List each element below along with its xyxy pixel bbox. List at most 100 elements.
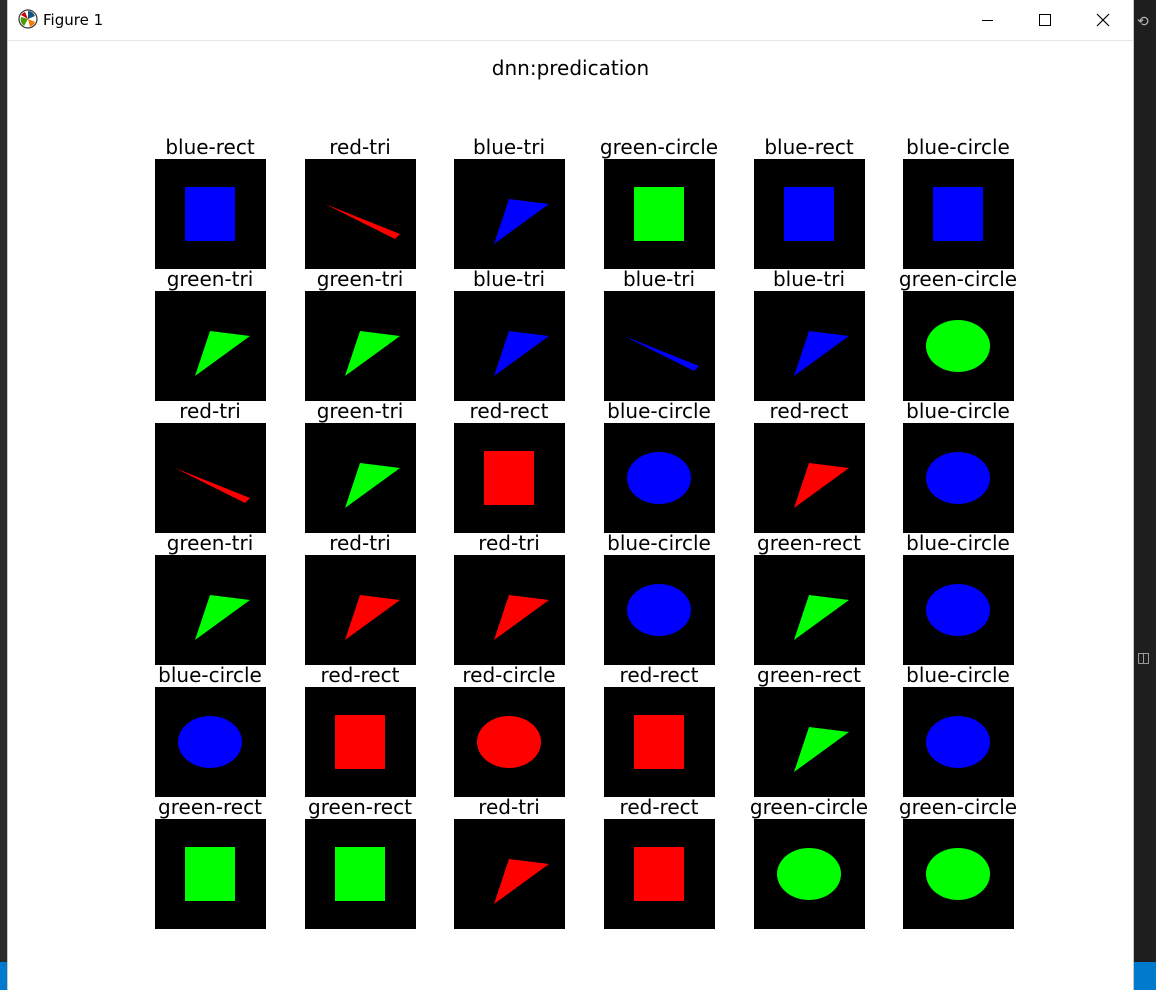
source-control-icon: ⟲ bbox=[1137, 14, 1149, 30]
shape-tri bbox=[195, 331, 250, 376]
shape-rect bbox=[634, 715, 684, 769]
shape-ellipse bbox=[477, 716, 541, 768]
close-icon bbox=[1096, 13, 1110, 27]
subplot-title: red-tri bbox=[478, 531, 540, 555]
shape-tri bbox=[345, 331, 400, 376]
subplot-image bbox=[305, 291, 416, 401]
maximize-button[interactable] bbox=[1016, 0, 1074, 40]
maximize-icon bbox=[1039, 14, 1051, 26]
subplot-title: blue-circle bbox=[906, 135, 1010, 159]
subplot-title: blue-circle bbox=[158, 663, 262, 687]
subplot-image bbox=[903, 291, 1014, 401]
figure-canvas: dnn:predication blue-rect red-tri blue-tri… bbox=[8, 41, 1133, 990]
subplot-image bbox=[604, 555, 715, 665]
subplot-title: red-tri bbox=[329, 135, 391, 159]
subplot-title: blue-tri bbox=[622, 267, 696, 291]
shape-tri bbox=[345, 463, 400, 508]
subplot-image bbox=[454, 555, 565, 665]
shape-rect bbox=[185, 187, 235, 241]
subplot-image bbox=[454, 291, 565, 401]
background-editor-left bbox=[0, 0, 8, 990]
subplot-image bbox=[903, 819, 1014, 929]
shape-tri bbox=[494, 595, 549, 640]
shape-ellipse bbox=[777, 848, 841, 900]
subplot-title: green-tri bbox=[316, 267, 404, 291]
close-button[interactable] bbox=[1074, 0, 1132, 40]
shape-rect bbox=[784, 187, 834, 241]
matplotlib-icon bbox=[18, 9, 38, 29]
subplot-title: red-circle bbox=[462, 663, 556, 687]
subplot-image bbox=[155, 555, 266, 665]
subplot-title: green-circle bbox=[749, 795, 869, 819]
minimize-icon bbox=[981, 19, 993, 21]
background-editor-right: ⟲ ◫ bbox=[1133, 0, 1156, 990]
subplot-title: blue-tri bbox=[472, 267, 546, 291]
subplot-title: red-tri bbox=[478, 795, 540, 819]
subplot-title: green-rect bbox=[757, 531, 861, 555]
subplot-image bbox=[604, 819, 715, 929]
subplot-title: red-tri bbox=[329, 531, 391, 555]
subplot-title: green-circle bbox=[898, 267, 1018, 291]
shape-rect bbox=[484, 451, 534, 505]
shape-rect bbox=[335, 847, 385, 901]
subplot-image bbox=[305, 687, 416, 797]
subplot-title: blue-tri bbox=[472, 135, 546, 159]
subplot-image bbox=[454, 819, 565, 929]
subplot-title: green-tri bbox=[316, 399, 404, 423]
subplot-image bbox=[155, 423, 266, 533]
subplot-title: green-rect bbox=[158, 795, 262, 819]
subplot-image bbox=[754, 423, 865, 533]
subplot-title: green-rect bbox=[308, 795, 412, 819]
subplot-image bbox=[305, 159, 416, 269]
figure-window: Figure 1 dnn:predication blue-rect red-tr… bbox=[8, 0, 1133, 990]
shape-tri bbox=[794, 595, 849, 640]
subplot-image bbox=[903, 555, 1014, 665]
subplot-title: blue-tri bbox=[772, 267, 846, 291]
shape-tri bbox=[195, 595, 250, 640]
shape-rect bbox=[335, 715, 385, 769]
minimize-button[interactable] bbox=[958, 0, 1016, 40]
subplot-image bbox=[604, 291, 715, 401]
shape-ellipse bbox=[926, 584, 990, 636]
shape-rect bbox=[185, 847, 235, 901]
subplot-image bbox=[454, 159, 565, 269]
shape-ellipse bbox=[926, 848, 990, 900]
shape-sliver bbox=[624, 336, 699, 371]
subplot-title: green-tri bbox=[166, 267, 254, 291]
shape-ellipse bbox=[627, 452, 691, 504]
shape-tri bbox=[794, 463, 849, 508]
subplot-title: blue-circle bbox=[906, 399, 1010, 423]
subplot-title: blue-circle bbox=[906, 531, 1010, 555]
subplot-title: green-tri bbox=[166, 531, 254, 555]
subplot-image bbox=[754, 687, 865, 797]
subplot-image bbox=[454, 423, 565, 533]
subplot-title: green-circle bbox=[599, 135, 719, 159]
subplot-title: red-rect bbox=[469, 399, 549, 423]
subplot-title: red-tri bbox=[179, 399, 241, 423]
shape-rect bbox=[933, 187, 983, 241]
subplot-image bbox=[155, 687, 266, 797]
subplot-image bbox=[155, 819, 266, 929]
subplot-image bbox=[903, 687, 1014, 797]
figure-suptitle: dnn:predication bbox=[491, 56, 650, 80]
subplot-image bbox=[903, 423, 1014, 533]
subplot-image bbox=[454, 687, 565, 797]
subplot-title: red-rect bbox=[619, 795, 699, 819]
split-editor-icon: ◫ bbox=[1137, 650, 1151, 666]
status-bar-right bbox=[1133, 962, 1156, 990]
shape-ellipse bbox=[926, 716, 990, 768]
subplot-image bbox=[305, 423, 416, 533]
subplot-image bbox=[155, 291, 266, 401]
window-title: Figure 1 bbox=[43, 11, 104, 29]
subplot-image bbox=[754, 555, 865, 665]
subplot-image bbox=[604, 423, 715, 533]
subplot-image bbox=[305, 555, 416, 665]
shape-tri bbox=[494, 199, 549, 244]
subplot-image bbox=[754, 819, 865, 929]
subplot-image bbox=[305, 819, 416, 929]
subplot-title: red-rect bbox=[320, 663, 400, 687]
shape-ellipse bbox=[926, 320, 990, 372]
shape-rect bbox=[634, 847, 684, 901]
shape-rect bbox=[634, 187, 684, 241]
subplot-image bbox=[754, 291, 865, 401]
